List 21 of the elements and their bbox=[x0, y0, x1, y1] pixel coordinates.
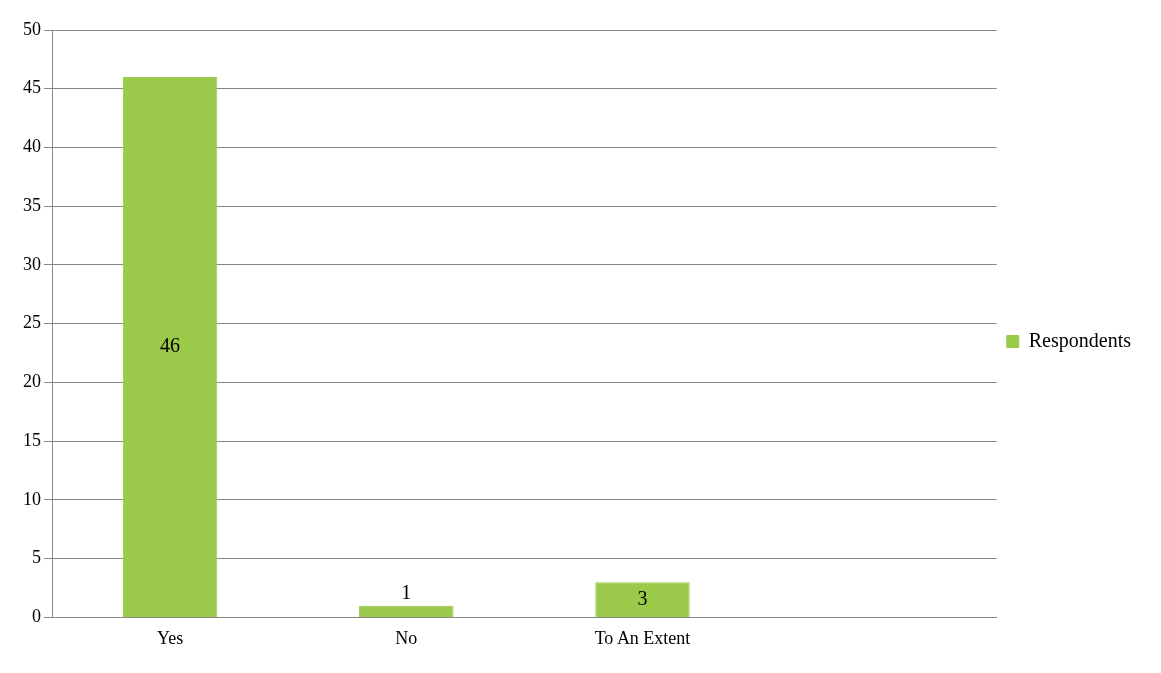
y-tick-label: 40 bbox=[23, 136, 41, 157]
legend-label: Respondents bbox=[1028, 328, 1132, 352]
bar bbox=[122, 76, 218, 617]
y-tick-label: 45 bbox=[23, 77, 41, 98]
bar bbox=[595, 582, 690, 617]
y-tick-label: 0 bbox=[32, 606, 41, 627]
y-tick-label: 10 bbox=[23, 488, 41, 509]
x-tick-label: No bbox=[395, 627, 418, 648]
y-tick-label: 15 bbox=[23, 429, 41, 450]
y-tick-label: 35 bbox=[23, 194, 41, 215]
y-tick-label: 50 bbox=[23, 18, 41, 39]
y-tick-label: 5 bbox=[32, 547, 41, 568]
bar bbox=[359, 605, 454, 617]
data-label: 3 bbox=[637, 586, 648, 609]
data-label: 1 bbox=[401, 580, 412, 603]
x-tick-label: To An Extent bbox=[594, 627, 691, 648]
y-tick-label: 30 bbox=[23, 253, 41, 274]
y-tick-label: 25 bbox=[23, 312, 41, 333]
y-tick-label: 20 bbox=[23, 371, 41, 392]
x-tick-label: Yes bbox=[157, 627, 184, 648]
data-label: 46 bbox=[160, 334, 181, 357]
